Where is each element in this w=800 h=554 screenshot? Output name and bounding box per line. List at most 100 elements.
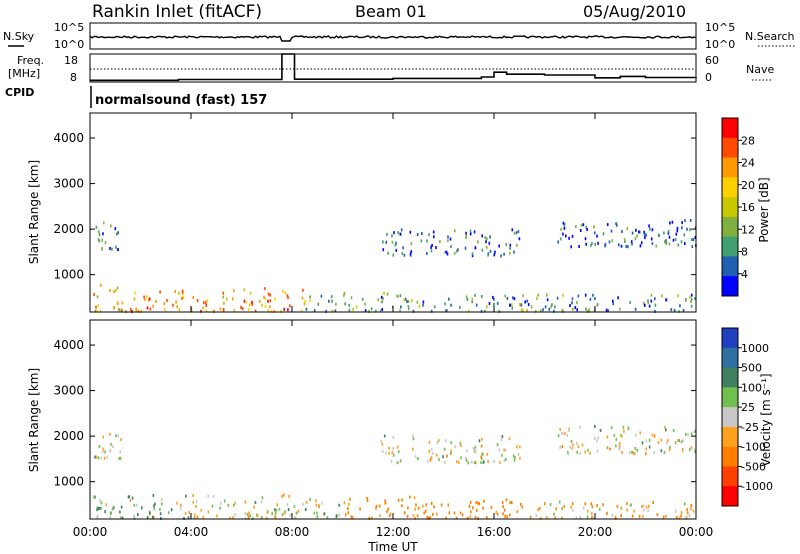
heatmap-cell: [474, 445, 477, 449]
heatmap-cell: [402, 246, 404, 250]
heatmap-cell: [409, 252, 412, 256]
heatmap-cell: [694, 450, 696, 454]
x-tick-label: 00:00: [679, 525, 714, 539]
heatmap-cell: [232, 516, 234, 519]
heatmap-cell: [453, 251, 456, 255]
heatmap-cell: [575, 516, 578, 520]
heatmap-cell: [435, 453, 438, 457]
noise-right-top-tick: 10^5: [705, 21, 735, 34]
heatmap-cell: [287, 296, 289, 300]
heatmap-cell: [644, 303, 646, 307]
heatmap-cell: [386, 233, 388, 236]
heatmap-cell: [493, 253, 496, 257]
heatmap-cell: [427, 459, 429, 463]
heatmap-cell: [506, 296, 509, 300]
heatmap-cell: [416, 514, 419, 518]
heatmap-cell: [475, 303, 478, 307]
heatmap-cell: [116, 286, 119, 290]
heatmap-cell: [502, 505, 504, 509]
heatmap-cell: [414, 455, 417, 458]
heatmap-cell: [597, 436, 599, 440]
heatmap-cell: [429, 458, 432, 462]
heatmap-cell: [301, 296, 304, 300]
heatmap-cell: [384, 501, 387, 505]
heatmap-cell: [100, 501, 103, 505]
heatmap-cell: [152, 304, 154, 308]
x-tick-label: 16:00: [477, 525, 512, 539]
heatmap-cell: [344, 513, 347, 517]
heatmap-cell: [605, 308, 608, 312]
heatmap-cell: [251, 300, 253, 304]
heatmap-cell: [618, 445, 621, 449]
heatmap-cell: [267, 309, 270, 313]
heatmap-cell: [102, 435, 104, 439]
heatmap-cell: [117, 434, 119, 438]
heatmap-cell: [155, 299, 157, 303]
heatmap-cell: [633, 509, 635, 513]
heatmap-cell: [645, 233, 647, 237]
colorbar-segment: [722, 446, 738, 467]
heatmap-cell: [553, 512, 555, 516]
heatmap-cell: [184, 511, 187, 515]
heatmap-cell: [645, 447, 648, 451]
heatmap-cell: [577, 294, 580, 298]
heatmap-cell: [464, 246, 467, 250]
heatmap-cell: [537, 508, 539, 512]
heatmap-cell: [579, 425, 581, 429]
heatmap-cell: [589, 297, 592, 301]
heatmap-cell: [588, 308, 591, 312]
heatmap-cell: [326, 515, 329, 519]
heatmap-cell: [212, 494, 215, 498]
heatmap-cell: [685, 432, 687, 436]
heatmap-cell: [444, 250, 447, 254]
heatmap-cell: [400, 305, 402, 309]
heatmap-cell: [397, 460, 400, 464]
heatmap-cell: [117, 231, 119, 235]
heatmap-cell: [97, 456, 100, 460]
heatmap-cell: [467, 461, 469, 465]
heatmap-cell: [282, 493, 285, 497]
heatmap-cell: [465, 295, 468, 299]
heatmap-cell: [102, 449, 104, 453]
heatmap-cell: [109, 432, 111, 436]
colorbar-segment: [722, 328, 738, 349]
heatmap-cell: [179, 504, 182, 508]
heatmap-cell: [667, 439, 669, 443]
heatmap-cell: [596, 504, 598, 508]
heatmap-cell: [615, 444, 617, 448]
heatmap-cell: [233, 289, 235, 293]
heatmap-cell: [249, 514, 252, 518]
colorbar-tick-label: 12: [741, 223, 755, 236]
heatmap-cell: [274, 511, 277, 515]
heatmap-cell: [461, 513, 464, 517]
heatmap-cell: [571, 446, 574, 450]
heatmap-cell: [556, 296, 559, 300]
time-x-axis: 00:00 04:00 08:00 12:00 16:00 20:00 00:00: [73, 113, 714, 539]
heatmap-cell: [563, 226, 566, 230]
heatmap-cell: [151, 515, 154, 519]
heatmap-cell: [613, 433, 616, 437]
heatmap-cell: [505, 243, 508, 246]
heatmap-cell: [397, 231, 399, 235]
heatmap-cell: [690, 432, 693, 436]
heatmap-cell: [486, 516, 488, 519]
heatmap-cell: [348, 502, 350, 506]
heatmap-cell: [616, 504, 619, 508]
heatmap-cell: [480, 295, 483, 298]
heatmap-cell: [561, 431, 564, 435]
heatmap-cell: [650, 237, 653, 241]
heatmap-cell: [203, 301, 205, 305]
heatmap-cell: [207, 510, 210, 514]
heatmap-cell: [305, 307, 308, 311]
colorbar-tick-label: 8: [741, 246, 748, 259]
colorbar-tick-label: -100: [741, 441, 766, 454]
heatmap-cell: [283, 307, 285, 311]
heatmap-cell: [478, 439, 481, 443]
heatmap-cell: [97, 507, 100, 510]
heatmap-cell: [175, 300, 177, 304]
heatmap-cell: [570, 505, 572, 509]
heatmap-cell: [593, 231, 596, 235]
heatmap-cell: [577, 445, 580, 449]
heatmap-cell: [665, 298, 667, 302]
heatmap-cell: [626, 227, 629, 231]
